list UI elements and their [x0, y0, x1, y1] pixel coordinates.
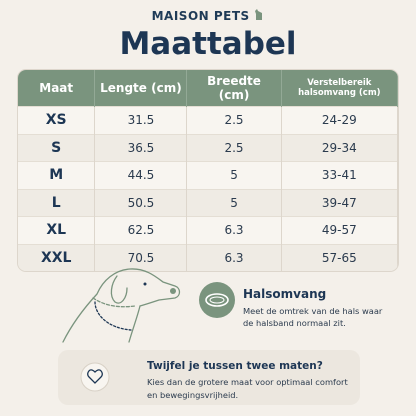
table-cell: 5 — [186, 161, 282, 189]
table-row: XS 31.5 2.5 24-29 — [18, 106, 398, 134]
table-row: XXL 70.5 6.3 57-65 — [18, 243, 398, 271]
column-header: Verstelbereik halsomvang (cm) — [281, 70, 398, 107]
size-label: S — [18, 133, 96, 162]
column-header: Breedte (cm) — [186, 70, 282, 107]
size-label: XXL — [18, 243, 96, 271]
table-cell: 31.5 — [94, 106, 188, 134]
table-cell: 39-47 — [281, 188, 398, 217]
table-cell: 57-65 — [281, 243, 398, 271]
table-cell: 36.5 — [94, 133, 188, 162]
table-cell: 24-29 — [281, 106, 398, 134]
dog-icon — [255, 9, 263, 20]
table-cell: 6.3 — [186, 243, 282, 271]
table-cell: 33-41 — [281, 161, 398, 189]
table-cell: 29-34 — [281, 133, 398, 162]
table-row: S 36.5 2.5 29-34 — [18, 133, 398, 162]
table-cell: 44.5 — [94, 161, 188, 189]
table-row: M 44.5 5 33-41 — [18, 161, 398, 189]
size-label: XS — [18, 106, 96, 134]
measure-text: Meet de omtrek van de hals waar de halsb… — [243, 306, 383, 328]
tip-text: Kies dan de grotere maat voor optimaal c… — [147, 377, 348, 400]
measure-title: Halsomvang — [243, 287, 327, 301]
table-row: XL 62.5 6.3 49-57 — [18, 216, 398, 244]
table-cell: 2.5 — [186, 106, 282, 134]
size-label: XL — [18, 216, 96, 244]
column-header: Lengte (cm) — [94, 70, 188, 107]
title: Maattabel — [119, 26, 297, 62]
table-cell: 50.5 — [94, 188, 188, 217]
size-table: Maat Lengte (cm) Breedte (cm) Verstelbereik… — [18, 70, 398, 271]
table-cell: 2.5 — [186, 133, 282, 162]
brand: MAISON PETS — [0, 8, 416, 23]
size-label: L — [18, 188, 96, 217]
header-row: Maat Lengte (cm) Breedte (cm) Verstelbereik… — [18, 70, 398, 107]
table-cell: 62.5 — [94, 216, 188, 244]
heart-icon — [80, 362, 110, 392]
tip-title: Twijfel je tussen twee maten? — [147, 360, 323, 372]
dog-illustration — [62, 268, 181, 343]
table-cell: 49-57 — [281, 216, 398, 244]
size-label: M — [18, 161, 96, 189]
brand-name: MAISON PETS — [151, 9, 250, 23]
collar-icon — [199, 282, 235, 318]
table-row: L 50.5 5 39-47 — [18, 188, 398, 217]
column-header: Maat — [18, 70, 96, 107]
table-cell: 6.3 — [186, 216, 282, 244]
table-cell: 70.5 — [94, 243, 188, 271]
table-cell: 5 — [186, 188, 282, 217]
